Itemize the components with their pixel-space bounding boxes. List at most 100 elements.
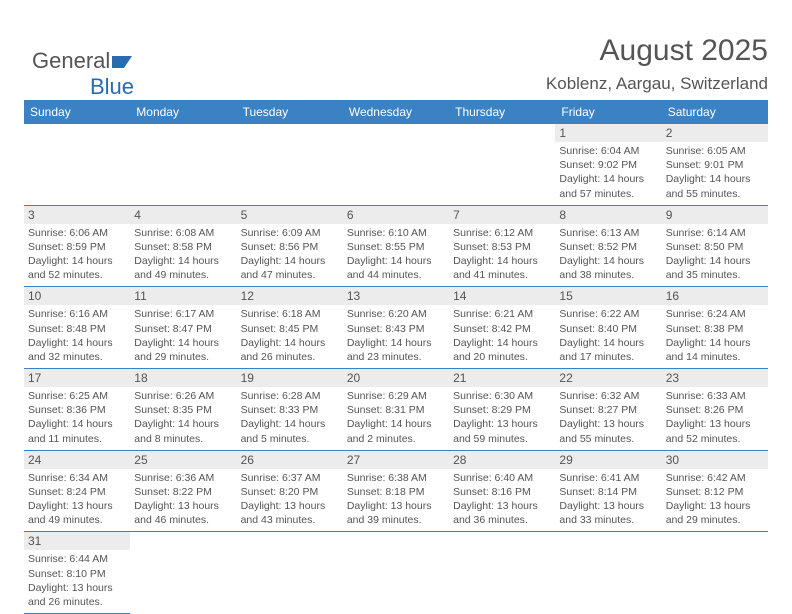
sunset-text: Sunset: 8:38 PM — [666, 322, 764, 336]
calendar-cell: 3Sunrise: 6:06 AMSunset: 8:59 PMDaylight… — [24, 205, 130, 287]
daylight-text-2: and 57 minutes. — [559, 187, 657, 201]
sunset-text: Sunset: 8:10 PM — [28, 567, 126, 581]
day-details: Sunrise: 6:37 AMSunset: 8:20 PMDaylight:… — [237, 469, 343, 532]
calendar-cell: 7Sunrise: 6:12 AMSunset: 8:53 PMDaylight… — [449, 205, 555, 287]
daylight-text-1: Daylight: 13 hours — [347, 499, 445, 513]
sunrise-text: Sunrise: 6:05 AM — [666, 144, 764, 158]
sunrise-text: Sunrise: 6:18 AM — [241, 307, 339, 321]
daylight-text-2: and 52 minutes. — [28, 268, 126, 282]
day-details: Sunrise: 6:33 AMSunset: 8:26 PMDaylight:… — [662, 387, 768, 450]
calendar-cell: 16Sunrise: 6:24 AMSunset: 8:38 PMDayligh… — [662, 287, 768, 369]
calendar-cell — [24, 124, 130, 205]
day-details: Sunrise: 6:04 AMSunset: 9:02 PMDaylight:… — [555, 142, 661, 205]
sunset-text: Sunset: 8:40 PM — [559, 322, 657, 336]
day-number: 15 — [555, 287, 661, 305]
daylight-text-2: and 46 minutes. — [134, 513, 232, 527]
daylight-text-1: Daylight: 13 hours — [559, 417, 657, 431]
calendar-cell: 18Sunrise: 6:26 AMSunset: 8:35 PMDayligh… — [130, 369, 236, 451]
calendar-cell: 20Sunrise: 6:29 AMSunset: 8:31 PMDayligh… — [343, 369, 449, 451]
sunrise-text: Sunrise: 6:14 AM — [666, 226, 764, 240]
day-details: Sunrise: 6:38 AMSunset: 8:18 PMDaylight:… — [343, 469, 449, 532]
day-number: 9 — [662, 206, 768, 224]
daylight-text-2: and 55 minutes. — [559, 432, 657, 446]
page-subtitle: Koblenz, Aargau, Switzerland — [24, 74, 768, 94]
day-details: Sunrise: 6:32 AMSunset: 8:27 PMDaylight:… — [555, 387, 661, 450]
daylight-text-1: Daylight: 14 hours — [134, 336, 232, 350]
day-number: 13 — [343, 287, 449, 305]
day-number: 18 — [130, 369, 236, 387]
daylight-text-2: and 20 minutes. — [453, 350, 551, 364]
day-details: Sunrise: 6:34 AMSunset: 8:24 PMDaylight:… — [24, 469, 130, 532]
sunrise-text: Sunrise: 6:08 AM — [134, 226, 232, 240]
daylight-text-1: Daylight: 13 hours — [666, 499, 764, 513]
sunset-text: Sunset: 8:35 PM — [134, 403, 232, 417]
sunset-text: Sunset: 8:29 PM — [453, 403, 551, 417]
daylight-text-1: Daylight: 13 hours — [666, 417, 764, 431]
daylight-text-2: and 26 minutes. — [28, 595, 126, 609]
daylight-text-2: and 26 minutes. — [241, 350, 339, 364]
daylight-text-2: and 38 minutes. — [559, 268, 657, 282]
daylight-text-1: Daylight: 13 hours — [241, 499, 339, 513]
daylight-text-2: and 52 minutes. — [666, 432, 764, 446]
day-details: Sunrise: 6:22 AMSunset: 8:40 PMDaylight:… — [555, 305, 661, 368]
daylight-text-1: Daylight: 14 hours — [347, 417, 445, 431]
sunset-text: Sunset: 8:47 PM — [134, 322, 232, 336]
day-number: 6 — [343, 206, 449, 224]
sunset-text: Sunset: 8:22 PM — [134, 485, 232, 499]
calendar-cell — [343, 124, 449, 205]
col-friday: Friday — [555, 100, 661, 124]
daylight-text-1: Daylight: 14 hours — [453, 336, 551, 350]
day-number: 30 — [662, 451, 768, 469]
daylight-text-2: and 44 minutes. — [347, 268, 445, 282]
day-number: 20 — [343, 369, 449, 387]
calendar-cell: 24Sunrise: 6:34 AMSunset: 8:24 PMDayligh… — [24, 450, 130, 532]
calendar-cell: 10Sunrise: 6:16 AMSunset: 8:48 PMDayligh… — [24, 287, 130, 369]
day-number: 3 — [24, 206, 130, 224]
daylight-text-2: and 29 minutes. — [134, 350, 232, 364]
day-details: Sunrise: 6:36 AMSunset: 8:22 PMDaylight:… — [130, 469, 236, 532]
calendar-cell: 9 Sunrise: 6:14 AMSunset: 8:50 PMDaylight… — [662, 205, 768, 287]
day-details: Sunrise: 6:06 AMSunset: 8:59 PMDaylight:… — [24, 224, 130, 287]
day-number: 23 — [662, 369, 768, 387]
day-details: Sunrise: 6:10 AMSunset: 8:55 PMDaylight:… — [343, 224, 449, 287]
sunrise-text: Sunrise: 6:21 AM — [453, 307, 551, 321]
day-number: 14 — [449, 287, 555, 305]
calendar-cell: 17Sunrise: 6:25 AMSunset: 8:36 PMDayligh… — [24, 369, 130, 451]
day-number: 27 — [343, 451, 449, 469]
calendar-cell: 1Sunrise: 6:04 AMSunset: 9:02 PMDaylight… — [555, 124, 661, 205]
sunrise-text: Sunrise: 6:06 AM — [28, 226, 126, 240]
calendar-cell: 2Sunrise: 6:05 AMSunset: 9:01 PMDaylight… — [662, 124, 768, 205]
col-tuesday: Tuesday — [237, 100, 343, 124]
daylight-text-1: Daylight: 13 hours — [28, 499, 126, 513]
sunrise-text: Sunrise: 6:22 AM — [559, 307, 657, 321]
daylight-text-1: Daylight: 14 hours — [666, 254, 764, 268]
calendar-cell — [555, 532, 661, 614]
day-number: 19 — [237, 369, 343, 387]
sunset-text: Sunset: 8:27 PM — [559, 403, 657, 417]
col-saturday: Saturday — [662, 100, 768, 124]
page-title: August 2025 — [24, 34, 768, 68]
daylight-text-2: and 39 minutes. — [347, 513, 445, 527]
sunrise-text: Sunrise: 6:10 AM — [347, 226, 445, 240]
sunset-text: Sunset: 8:50 PM — [666, 240, 764, 254]
daylight-text-1: Daylight: 14 hours — [28, 254, 126, 268]
sunset-text: Sunset: 8:42 PM — [453, 322, 551, 336]
sunset-text: Sunset: 8:18 PM — [347, 485, 445, 499]
sunrise-text: Sunrise: 6:24 AM — [666, 307, 764, 321]
sunrise-text: Sunrise: 6:25 AM — [28, 389, 126, 403]
daylight-text-1: Daylight: 13 hours — [559, 499, 657, 513]
sunrise-text: Sunrise: 6:04 AM — [559, 144, 657, 158]
daylight-text-2: and 11 minutes. — [28, 432, 126, 446]
day-details: Sunrise: 6:24 AMSunset: 8:38 PMDaylight:… — [662, 305, 768, 368]
sunrise-text: Sunrise: 6:16 AM — [28, 307, 126, 321]
sunrise-text: Sunrise: 6:17 AM — [134, 307, 232, 321]
daylight-text-1: Daylight: 14 hours — [559, 172, 657, 186]
calendar-cell: 19Sunrise: 6:28 AMSunset: 8:33 PMDayligh… — [237, 369, 343, 451]
daylight-text-1: Daylight: 13 hours — [134, 499, 232, 513]
sunset-text: Sunset: 8:48 PM — [28, 322, 126, 336]
calendar-cell: 31Sunrise: 6:44 AMSunset: 8:10 PMDayligh… — [24, 532, 130, 614]
sunset-text: Sunset: 9:01 PM — [666, 158, 764, 172]
day-number: 2 — [662, 124, 768, 142]
calendar-week: 17Sunrise: 6:25 AMSunset: 8:36 PMDayligh… — [24, 369, 768, 451]
calendar-cell: 13Sunrise: 6:20 AMSunset: 8:43 PMDayligh… — [343, 287, 449, 369]
